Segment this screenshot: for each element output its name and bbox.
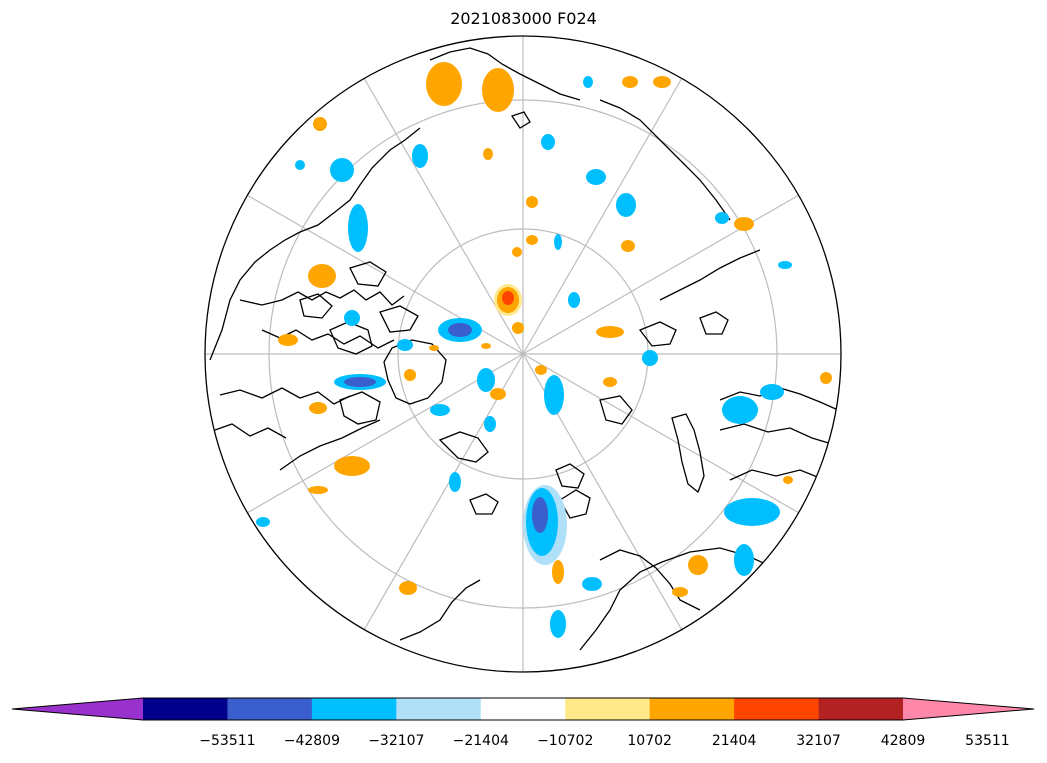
colorbar-segment xyxy=(396,698,482,720)
colorbar-tick-label: −32107 xyxy=(368,733,425,749)
colorbar-tick-label: 32107 xyxy=(796,733,841,749)
colorbar-tick-label: −21404 xyxy=(452,733,509,749)
colorbar-tick-label: −42809 xyxy=(283,733,341,749)
graticule xyxy=(205,36,841,672)
coastlines xyxy=(209,47,839,651)
map-boundary xyxy=(204,35,842,673)
colorbar-tick-label: 42809 xyxy=(880,733,926,749)
colorbar-right-extension xyxy=(903,698,1034,720)
colorbar-segment xyxy=(565,698,651,720)
colorbar xyxy=(11,697,1035,721)
colorbar-segment xyxy=(227,698,313,720)
colorbar-segment xyxy=(143,698,228,720)
colorbar-segment xyxy=(818,698,904,720)
positive-anomalies xyxy=(278,62,832,597)
map-title: 2021083000 F024 xyxy=(450,9,597,28)
colorbar-segment xyxy=(649,698,735,720)
colorbar-tick-label: 21404 xyxy=(711,733,757,749)
colorbar-tick-label: −53511 xyxy=(199,733,256,749)
negative-anomalies xyxy=(256,76,792,638)
colorbar-tick-label: 10702 xyxy=(627,733,672,749)
colorbar-tick-label: −10702 xyxy=(537,733,594,749)
colorbar-tick-label: 53511 xyxy=(965,733,1010,749)
colorbar-segment xyxy=(480,698,566,720)
colorbar-left-extension xyxy=(12,698,143,720)
colorbar-segment xyxy=(311,698,397,720)
polar-map xyxy=(204,35,842,673)
colorbar-segment xyxy=(734,698,820,720)
